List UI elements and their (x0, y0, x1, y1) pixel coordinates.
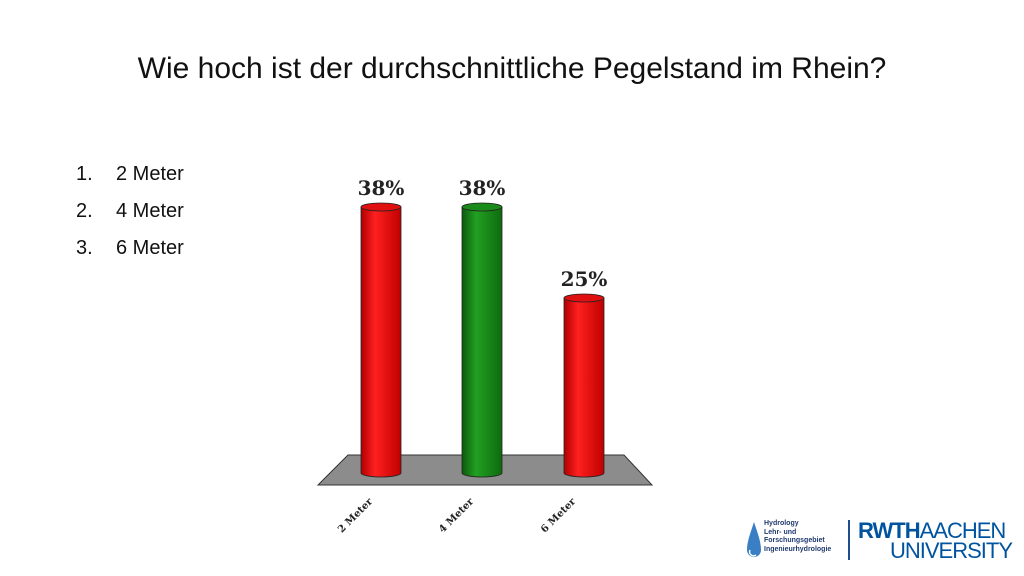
slide-title: Wie hoch ist der durchschnittliche Pegel… (137, 52, 887, 85)
answer-label: 2 Meter (116, 163, 184, 185)
category-label: 2 Meter (336, 496, 375, 535)
bar-chart: 38% 2 Meter 38% 4 Meter 25% 6 Meter (316, 176, 654, 535)
hydrology-text-line: Hydrology (764, 520, 799, 527)
hydrology-text-line: Forschungsgebiet (764, 537, 825, 545)
answer-label: 6 Meter (116, 237, 184, 259)
bar-top (360, 202, 402, 212)
category-label: 4 Meter (437, 496, 476, 535)
rwth-logo: RWTHAACHEN UNIVERSITY (858, 518, 1013, 563)
data-label: 25% (561, 267, 608, 291)
answer-item: 1. 2 Meter (76, 160, 184, 197)
bar-top (461, 202, 503, 212)
bar (360, 206, 402, 478)
logo-divider (848, 520, 850, 560)
answer-item: 2. 4 Meter (76, 197, 184, 234)
water-drop-icon (747, 522, 761, 557)
answer-item: 3. 6 Meter (76, 234, 184, 271)
bar (461, 206, 503, 478)
category-label: 6 Meter (539, 496, 578, 535)
bar (563, 297, 605, 478)
hydrology-logo: Hydrology Lehr- und Forschungsgebiet Ing… (740, 518, 840, 562)
answer-label: 4 Meter (116, 200, 184, 222)
answer-number: 2. (76, 200, 93, 222)
bar-top (563, 293, 605, 303)
hydrology-text-line: Ingenieurhydrologie (764, 545, 832, 553)
data-label: 38% (459, 176, 506, 200)
answer-number: 1. (76, 163, 93, 185)
answer-number: 3. (76, 237, 93, 259)
data-label: 38% (358, 176, 405, 200)
rwth-logo-thin: AACHEN (919, 518, 1007, 543)
rwth-logo-university: UNIVERSITY (890, 538, 1013, 563)
answer-list: 1. 2 Meter 2. 4 Meter 3. 6 Meter (76, 160, 184, 271)
rwth-logo-bold: RWTH (858, 518, 921, 543)
hydrology-text-line: Lehr- und (764, 528, 797, 536)
